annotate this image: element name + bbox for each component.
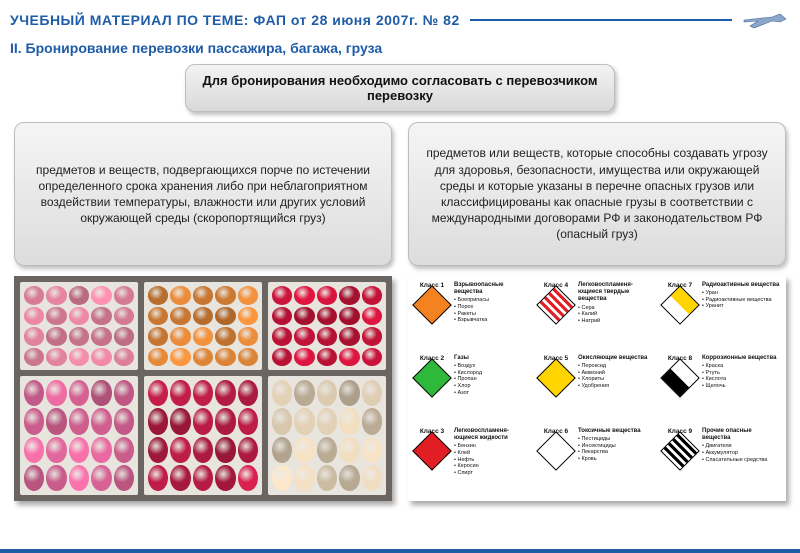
- hazard-class-cell: Класс 6Токсичные веществаПестицидыИнсект…: [536, 426, 658, 497]
- header-rule: [470, 19, 732, 21]
- hazard-class-cell: Класс 5Окисляющие веществаПероксидАммони…: [536, 353, 658, 424]
- flower-box: [20, 376, 138, 495]
- header-bar: УЧЕБНЫЙ МАТЕРИАЛ ПО ТЕМЕ: ФАП от 28 июня…: [0, 0, 800, 38]
- airplane-icon: [740, 4, 790, 36]
- right-card: предметов или веществ, которые способны …: [408, 122, 786, 266]
- hazard-diamond-icon: [412, 431, 452, 471]
- hazard-class-cell: Класс 3Легковоспламеня-ющиеся жидкостиБе…: [412, 426, 534, 497]
- flower-box: [20, 282, 138, 370]
- hazard-diamond-icon: [536, 358, 576, 398]
- hazard-class-cell: Класс 7Радиоактивные веществаУранРадиоак…: [660, 280, 782, 351]
- footer-rule: [0, 549, 800, 553]
- cards-row: предметов и веществ, подвергающихся порч…: [0, 122, 800, 266]
- flower-box: [144, 282, 262, 370]
- hazard-class-cell: Класс 2ГазыВоздухКислородПропанХлорАзот: [412, 353, 534, 424]
- hazard-class-cell: Класс 1Взрывоопасные веществаБоеприпасыП…: [412, 280, 534, 351]
- hazard-class-cell: Класс 9Прочие опасные веществаДвигателиА…: [660, 426, 782, 497]
- flowers-image: [14, 276, 392, 501]
- hazard-diamond-icon: [660, 285, 700, 325]
- images-row: Класс 1Взрывоопасные веществаБоеприпасыП…: [0, 266, 800, 501]
- left-card: предметов и веществ, подвергающихся порч…: [14, 122, 392, 266]
- flower-box: [268, 376, 386, 495]
- hazard-diamond-icon: [660, 358, 700, 398]
- hazard-diamond-icon: [412, 358, 452, 398]
- main-note-card: Для бронирования необходимо согласовать …: [185, 64, 615, 112]
- hazard-class-cell: Класс 8Коррозионные веществаКраскаРтутьК…: [660, 353, 782, 424]
- flower-box: [268, 282, 386, 370]
- page-title: УЧЕБНЫЙ МАТЕРИАЛ ПО ТЕМЕ: ФАП от 28 июня…: [10, 12, 460, 28]
- hazard-diamond-icon: [536, 431, 576, 471]
- hazard-class-cell: Класс 4Легковоспламеня-ющиеся твердые ве…: [536, 280, 658, 351]
- hazard-diamond-icon: [536, 285, 576, 325]
- hazard-diamond-icon: [412, 285, 452, 325]
- section-subtitle: II. Бронирование перевозки пассажира, ба…: [0, 38, 800, 64]
- hazard-chart-image: Класс 1Взрывоопасные веществаБоеприпасыП…: [408, 276, 786, 501]
- flower-box: [144, 376, 262, 495]
- hazard-diamond-icon: [660, 431, 700, 471]
